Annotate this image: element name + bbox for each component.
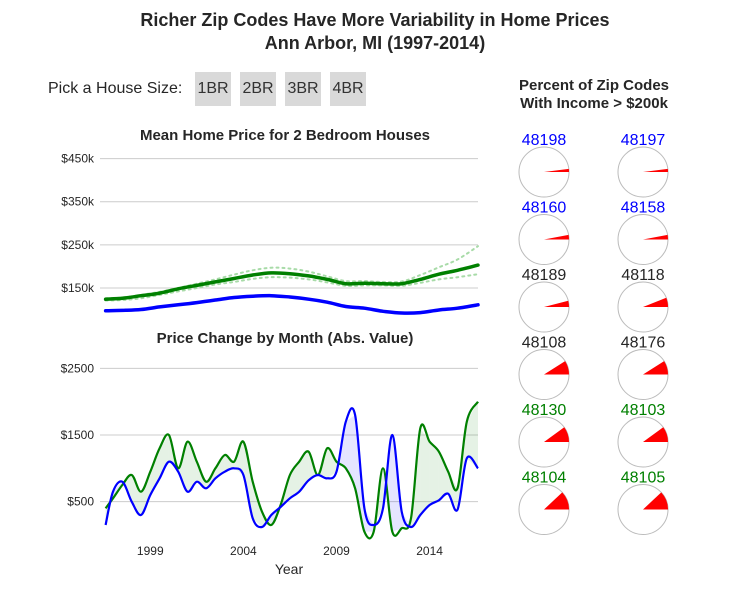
pie-slice xyxy=(544,361,569,375)
zip-label: 48103 xyxy=(621,402,666,419)
zip-label: 48104 xyxy=(522,470,567,487)
change-xtick-label: 2004 xyxy=(230,544,257,558)
zip-label: 48105 xyxy=(621,470,666,487)
size-button-2br[interactable]: 2BR xyxy=(240,72,276,106)
change-fill-region xyxy=(159,435,169,479)
pie-slice xyxy=(544,300,569,307)
change-fill-region xyxy=(178,441,188,492)
pie-title-line1: Percent of Zip Codes xyxy=(518,77,670,94)
change-fill-region xyxy=(420,428,430,515)
change-chart-title: Price Change by Month (Abs. Value) xyxy=(156,330,414,347)
zip-label: 48197 xyxy=(621,132,666,149)
house-size-label: Pick a House Size: xyxy=(48,80,183,97)
change-fill-region xyxy=(140,471,151,515)
zip-label: 48130 xyxy=(522,402,567,419)
price-ytick-label: $250k xyxy=(61,238,95,252)
change-xtick-label: 1999 xyxy=(137,544,164,558)
chart-title: Richer Zip Codes Have More Variability i… xyxy=(140,10,610,30)
change-fill-region xyxy=(187,441,197,492)
size-button-1br[interactable]: 1BR xyxy=(195,72,231,106)
change-series-line xyxy=(104,401,479,540)
change-fill-region xyxy=(327,448,337,479)
price-series-line xyxy=(103,293,480,315)
price-ytick-label: $450k xyxy=(61,152,95,166)
zip-label: 48189 xyxy=(522,267,567,284)
change-fill-region xyxy=(243,441,253,519)
price-series-line xyxy=(104,273,479,302)
change-ytick-label: $500 xyxy=(67,495,94,509)
price-series-line xyxy=(103,263,480,301)
zip-label: 48118 xyxy=(621,267,664,284)
change-fill-region xyxy=(401,511,411,529)
pie-slice xyxy=(643,168,668,172)
change-fill-region xyxy=(392,435,402,532)
change-fill-region xyxy=(466,401,478,469)
pie-slice xyxy=(643,361,668,375)
price-ytick-label: $150k xyxy=(61,281,95,295)
change-xtick-label: 2014 xyxy=(416,544,443,558)
change-fill-region xyxy=(131,475,141,515)
pie-slice xyxy=(643,492,668,510)
change-fill-region xyxy=(289,461,300,499)
zip-label: 48176 xyxy=(621,335,666,352)
price-chart-title: Mean Home Price for 2 Bedroom Houses xyxy=(139,127,431,144)
change-x-axis-label: Year xyxy=(275,561,304,577)
price-ytick-label: $350k xyxy=(61,195,95,209)
zip-label: 48160 xyxy=(522,200,567,217)
pie-slice xyxy=(643,427,668,442)
change-fill-region xyxy=(429,441,439,505)
size-button-4br[interactable]: 4BR xyxy=(330,72,366,106)
pie-title-line2: With Income > $200k xyxy=(520,95,668,112)
change-fill-region xyxy=(234,441,244,475)
pie-slice xyxy=(544,168,569,172)
change-ytick-label: $2500 xyxy=(61,361,95,375)
size-button-3br[interactable]: 3BR xyxy=(285,72,321,106)
pie-slice xyxy=(544,234,569,240)
pie-slice xyxy=(544,427,569,442)
zip-label: 48108 xyxy=(522,335,567,352)
change-fill-region xyxy=(383,435,393,532)
pie-slice xyxy=(544,492,569,510)
zip-label: 48158 xyxy=(621,200,666,217)
pie-panel-title: Percent of Zip Codes With Income > $200k xyxy=(496,77,692,113)
change-xtick-label: 2009 xyxy=(323,544,350,558)
zip-label: 48198 xyxy=(522,132,567,149)
change-fill-region xyxy=(438,451,449,501)
change-fill-region xyxy=(150,448,160,495)
pie-slice xyxy=(643,234,668,240)
change-series-line xyxy=(104,407,479,529)
chart-subtitle: Ann Arbor, MI (1997-2014) xyxy=(264,33,486,53)
pie-slice xyxy=(643,297,668,307)
change-ytick-label: $1500 xyxy=(61,428,95,442)
